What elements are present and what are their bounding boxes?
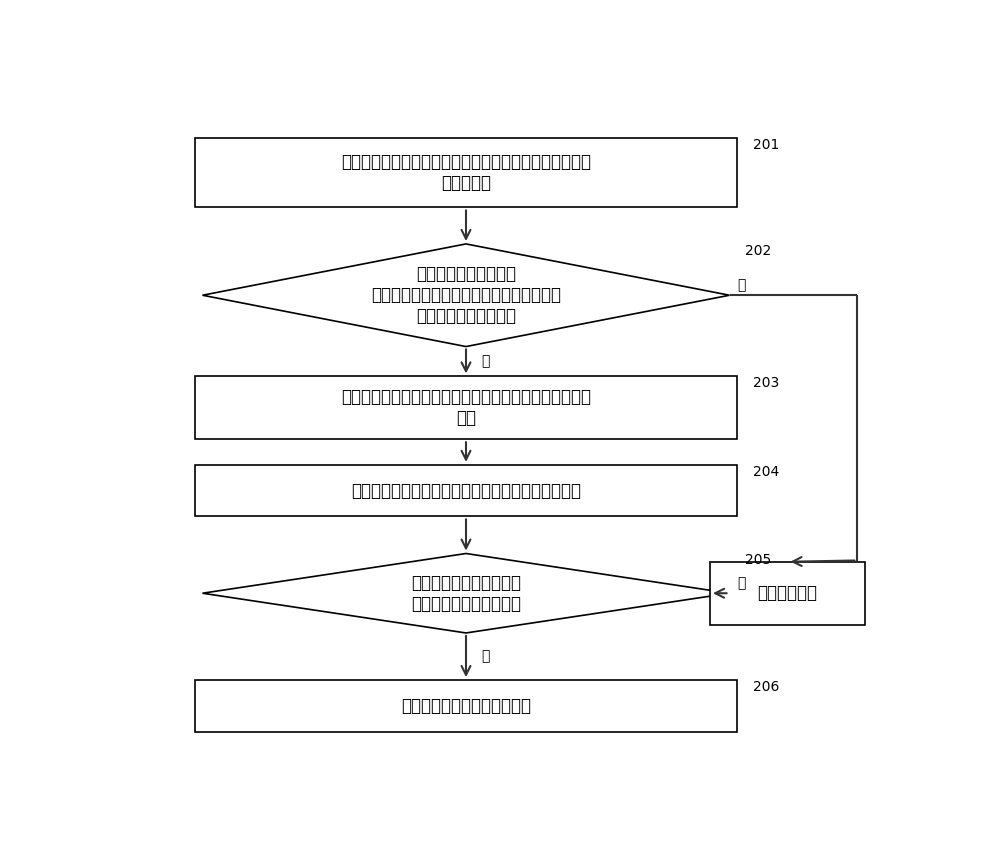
Text: 计算所述第二转动角与所述第一转动角的转动角差值: 计算所述第二转动角与所述第一转动角的转动角差值 — [351, 482, 581, 500]
Text: 结束当前流程: 结束当前流程 — [758, 584, 818, 602]
Text: 是: 是 — [482, 354, 490, 368]
Text: 触发所述终端执行预设的操作: 触发所述终端执行预设的操作 — [401, 697, 531, 715]
FancyBboxPatch shape — [195, 138, 737, 207]
Text: 201: 201 — [753, 138, 779, 152]
Polygon shape — [202, 554, 730, 633]
FancyBboxPatch shape — [195, 377, 737, 439]
Text: 否: 否 — [737, 576, 746, 590]
Text: 是: 是 — [482, 649, 490, 663]
Text: 获取第一转动角，以及延迟预设时间间隔后，获取第二转
动角: 获取第一转动角，以及延迟预设时间间隔后，获取第二转 动角 — [341, 389, 591, 427]
Text: 203: 203 — [753, 377, 779, 390]
Text: 205: 205 — [745, 554, 771, 568]
Text: 204: 204 — [753, 464, 779, 479]
Text: 206: 206 — [753, 680, 779, 694]
FancyBboxPatch shape — [710, 562, 865, 624]
Text: 否: 否 — [737, 279, 746, 292]
Text: 在三维直角坐标系中获取作为终端的倾斜状态参数的方向
值和角度值: 在三维直角坐标系中获取作为终端的倾斜状态参数的方向 值和角度值 — [341, 153, 591, 192]
FancyBboxPatch shape — [195, 464, 737, 516]
Text: 判断所述转动角差值是否
在预设的转动差值范围内: 判断所述转动角差值是否 在预设的转动差值范围内 — [411, 574, 521, 612]
FancyBboxPatch shape — [195, 680, 737, 732]
Text: 判断所述方向值是否在
预设的方向值范围内，以及所述角度值是否
在预设的角度值范围内: 判断所述方向值是否在 预设的方向值范围内，以及所述角度值是否 在预设的角度值范围… — [371, 266, 561, 325]
Polygon shape — [202, 244, 730, 347]
Text: 202: 202 — [745, 244, 771, 258]
